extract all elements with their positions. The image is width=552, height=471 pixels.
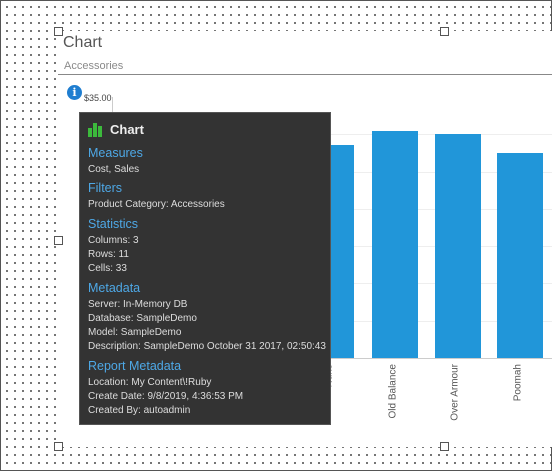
chart-info-tooltip: Chart Measures Cost, Sales Filters Product … bbox=[79, 112, 331, 425]
resize-handle-top-left[interactable] bbox=[54, 27, 63, 36]
y-tick-label: $35.00 bbox=[84, 93, 112, 103]
tooltip-section-heading: Measures bbox=[88, 146, 143, 160]
widget-title: Chart bbox=[63, 34, 103, 51]
resize-handle-middle-left[interactable] bbox=[54, 236, 63, 245]
bar-chart-icon bbox=[88, 122, 104, 137]
tooltip-section-line: Model: SampleDemo bbox=[88, 327, 182, 338]
resize-handle-bottom-left[interactable] bbox=[54, 442, 63, 451]
tooltip-section-heading: Report Metadata bbox=[88, 359, 182, 373]
widget-subtitle: Accessories bbox=[64, 60, 124, 72]
x-tick-label-text: Over Armour bbox=[450, 364, 461, 421]
tooltip-section: Report Metadata Location: My Content\!Rub… bbox=[88, 359, 243, 418]
resize-handle-top-center[interactable] bbox=[440, 27, 449, 36]
x-tick-label-text: Old Balance bbox=[387, 364, 398, 419]
x-tick-label: Poomah bbox=[512, 364, 527, 434]
tooltip-section: Metadata Server: In-Memory DB Database: Sa… bbox=[88, 281, 326, 354]
tooltip-section-line: Description: SampleDemo October 31 2017,… bbox=[88, 341, 326, 352]
x-tick-label: Old Balance bbox=[387, 364, 402, 434]
resize-handle-bottom-center[interactable] bbox=[440, 442, 449, 451]
tooltip-section-line: Rows: 11 bbox=[88, 249, 129, 260]
x-tick-label: Over Armour bbox=[450, 364, 465, 434]
x-axis bbox=[112, 358, 552, 359]
bar-old-balance[interactable] bbox=[372, 130, 418, 358]
tooltip-section-line: Cells: 33 bbox=[88, 263, 127, 274]
tooltip-section-line: Create Date: 9/8/2019, 4:36:53 PM bbox=[88, 391, 244, 402]
tooltip-section-heading: Metadata bbox=[88, 281, 141, 295]
tooltip-section-heading: Statistics bbox=[88, 217, 139, 231]
tooltip-section-line: Database: SampleDemo bbox=[88, 313, 197, 324]
x-tick-label-text: Poomah bbox=[512, 364, 523, 402]
tooltip-section: Filters Product Category: Accessories bbox=[88, 181, 225, 212]
tooltip-header: Chart bbox=[88, 122, 144, 137]
tooltip-section-line: Server: In-Memory DB bbox=[88, 299, 188, 310]
tooltip-section-line: Columns: 3 bbox=[88, 235, 139, 246]
header-divider bbox=[58, 74, 552, 75]
tooltip-section-heading: Filters bbox=[88, 181, 123, 195]
gridline bbox=[113, 134, 552, 136]
tooltip-section: Measures Cost, Sales bbox=[88, 146, 143, 177]
info-icon[interactable]: i bbox=[67, 85, 82, 100]
tooltip-title: Chart bbox=[110, 122, 144, 137]
bar-over-armour[interactable] bbox=[435, 134, 481, 358]
tooltip-section-line: Location: My Content\!Ruby bbox=[88, 377, 212, 388]
tooltip-section: Statistics Columns: 3 Rows: 11 Cells: 33 bbox=[88, 217, 139, 276]
bar-poomah[interactable] bbox=[497, 152, 543, 358]
tooltip-section-line: Cost, Sales bbox=[88, 164, 140, 175]
tooltip-section-line: Created By: autoadmin bbox=[88, 405, 191, 416]
tooltip-section-line: Product Category: Accessories bbox=[88, 199, 225, 210]
